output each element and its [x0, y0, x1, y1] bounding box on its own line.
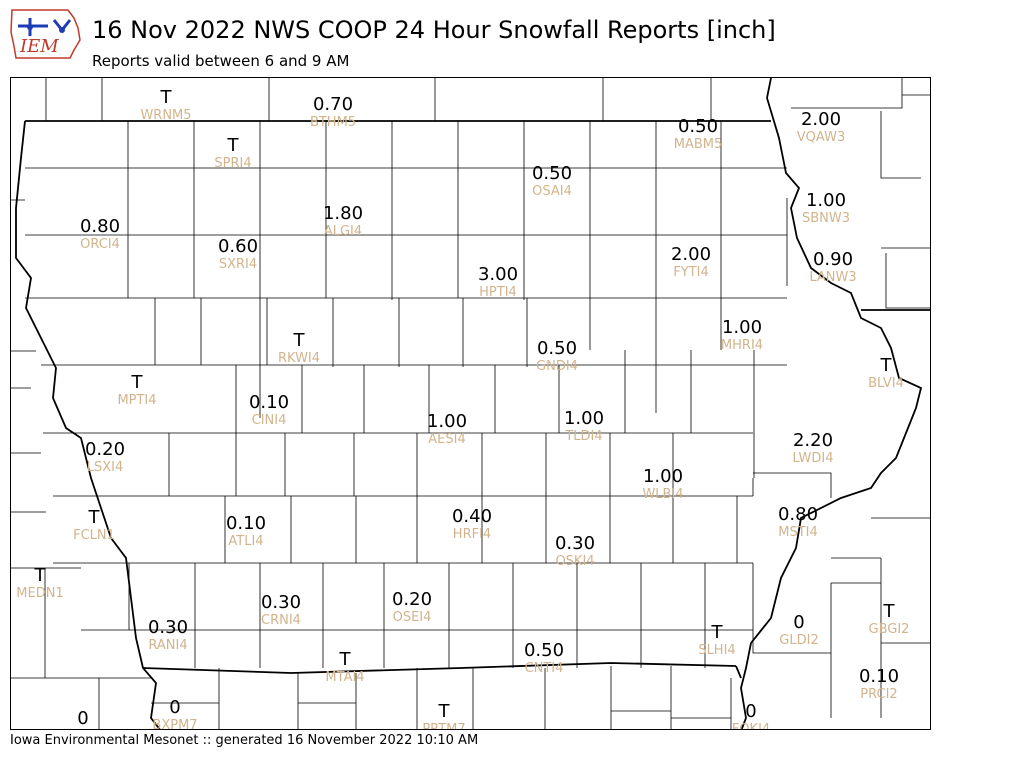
station-value: 1.00 [564, 408, 604, 429]
station-id-label: GBGI2 [869, 622, 910, 637]
station-id-label: GLDI2 [779, 633, 818, 648]
station-value: T [160, 87, 173, 108]
station-value: 0.30 [555, 533, 595, 554]
station-value: 0 [169, 697, 180, 718]
station-value: 0.20 [85, 439, 125, 460]
station-id-label: FOKI4 [732, 722, 770, 730]
station-id-label: SXRI4 [219, 257, 257, 272]
station-id-label: TLDI4 [564, 429, 602, 444]
station-id-label: ALGI4 [324, 224, 362, 239]
station-id-label: LANW3 [809, 270, 856, 285]
station-value: 0.20 [392, 589, 432, 610]
station-value: 2.20 [793, 430, 833, 451]
station-value: 0.50 [532, 163, 572, 184]
station-id-label: WLBI4 [642, 487, 683, 502]
station-value: 0.40 [452, 506, 492, 527]
station-value: 0.30 [148, 617, 188, 638]
station-value: 1.00 [722, 317, 762, 338]
station-id-label: MEDN1 [16, 586, 63, 601]
station-id-label: RKWI4 [278, 351, 320, 366]
station-value: 0.90 [813, 249, 853, 270]
station-value: T [880, 355, 893, 376]
station-value: T [227, 135, 240, 156]
station-id-label: OSKI4 [555, 554, 594, 569]
station-id-label: WRNM5 [140, 108, 191, 123]
station-value: 0.60 [218, 236, 258, 257]
station-id-label: MABM5 [674, 137, 723, 152]
station-id-label: VQAW3 [797, 130, 845, 145]
station-id-label: CRNI4 [261, 613, 301, 628]
station-id-label: PRTM7 [422, 722, 465, 730]
station-id-label: AESI4 [428, 432, 465, 447]
station-id-label: ORCI4 [80, 237, 120, 252]
station-id-label: SBNW3 [802, 211, 850, 226]
station-value: 0.80 [778, 504, 818, 525]
station-value: 0.20 [309, 729, 349, 730]
station-value: 0.10 [859, 666, 899, 687]
station-value: T [438, 701, 451, 722]
station-value: 0 [793, 612, 804, 633]
station-id-label: RANI4 [148, 638, 187, 653]
station-id-label: PRCI2 [860, 687, 897, 702]
station-id-label: BTHM5 [310, 115, 356, 130]
station-id-label: SLHI4 [698, 643, 735, 658]
station-value: T [293, 330, 306, 351]
station-value: 2.00 [801, 109, 841, 130]
station-value: 0.10 [226, 513, 266, 534]
station-id-label: BXPM7 [152, 718, 197, 730]
station-id-label: FCLN1 [73, 528, 115, 543]
station-value: T [711, 622, 724, 643]
station-value: 0 [745, 701, 756, 722]
station-id-label: OSEI4 [393, 610, 432, 625]
station-value: 0.80 [80, 216, 120, 237]
station-id-label: TCMN1 [59, 729, 105, 730]
station-id-label: BLVI4 [868, 376, 904, 391]
station-value: 3.00 [478, 264, 518, 285]
station-value: 2.00 [671, 244, 711, 265]
footer-credit: Iowa Environmental Mesonet :: generated … [10, 733, 479, 748]
station-id-label: HPTI4 [479, 285, 517, 300]
station-value: T [131, 372, 144, 393]
station-value: 0.10 [249, 392, 289, 413]
iem-logo-text: IEM [19, 36, 59, 57]
station-value: T [883, 601, 896, 622]
map-title: 16 Nov 2022 NWS COOP 24 Hour Snowfall Re… [92, 16, 776, 44]
station-value: 0.30 [261, 592, 301, 613]
iem-logo: IEM [8, 6, 86, 62]
station-value: 0.70 [313, 94, 353, 115]
map-subtitle: Reports valid between 6 and 9 AM [92, 52, 350, 70]
station-id-label: OSAI4 [532, 184, 572, 199]
station-value: T [88, 507, 101, 528]
station-value: 1.80 [323, 203, 363, 224]
station-id-label: LSXI4 [87, 460, 124, 475]
station-id-label: FYTI4 [673, 265, 708, 280]
station-value: 0.50 [537, 338, 577, 359]
station-value: T [34, 565, 47, 586]
station-id-label: HRFI4 [453, 527, 491, 542]
station-id-label: GNDI4 [536, 359, 578, 374]
station-value: 0.50 [678, 116, 718, 137]
station-value: T [339, 649, 352, 670]
station-value: 1.00 [427, 411, 467, 432]
station-value: 0.50 [524, 640, 564, 661]
station-id-label: ATLI4 [228, 534, 263, 549]
station-id-label: MHRI4 [721, 338, 763, 353]
station-id-label: CNTI4 [525, 661, 564, 676]
state-borders [15, 78, 930, 729]
station-value: 0 [77, 708, 88, 729]
snowfall-map: T WRNM5 0.70 BTHM5 0.50 MABM5 2.00 VQAW3 T SPRI4 0… [10, 77, 931, 730]
station-id-label: MTAI4 [325, 670, 364, 685]
station-id-label: MPTI4 [117, 393, 156, 408]
station-value: 1.00 [806, 190, 846, 211]
station-value: 1.00 [643, 466, 683, 487]
station-id-label: SPRI4 [214, 156, 251, 171]
station-id-label: MSTI4 [778, 525, 818, 540]
station-id-label: LWDI4 [792, 451, 833, 466]
county-lines [11, 78, 930, 729]
station-id-label: CINI4 [252, 413, 287, 428]
